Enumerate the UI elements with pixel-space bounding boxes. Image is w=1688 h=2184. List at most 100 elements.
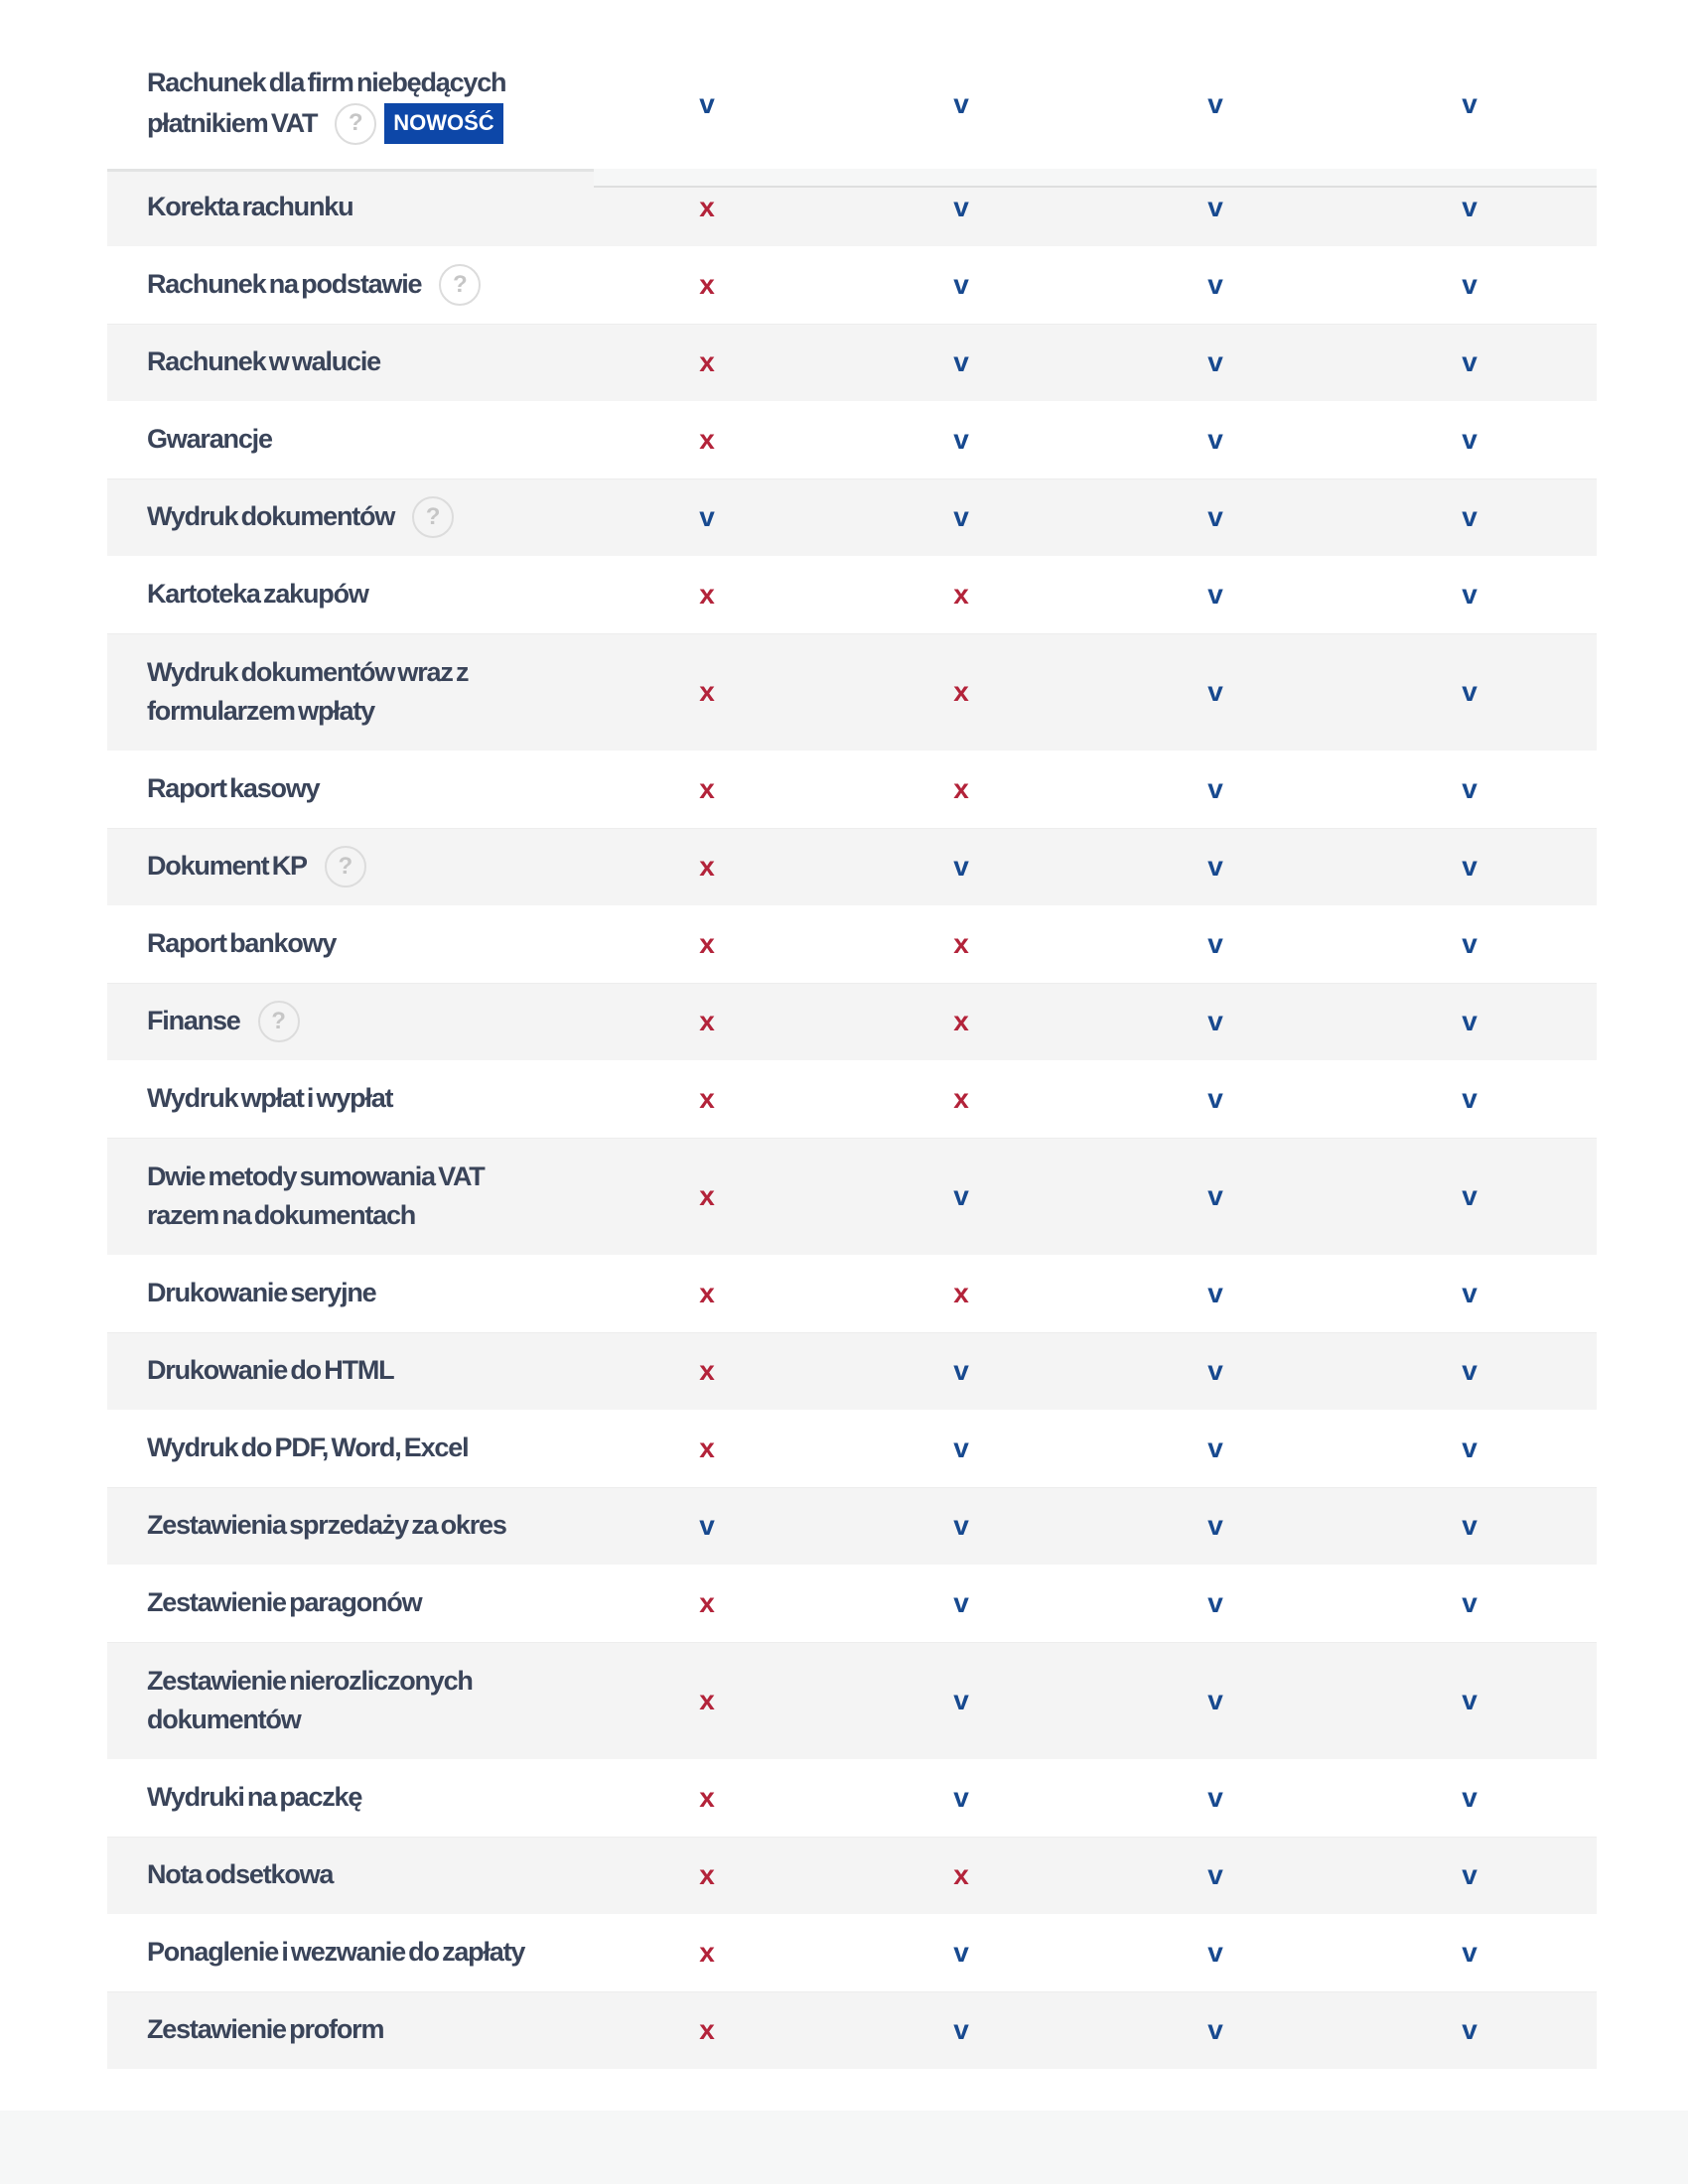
feature-label-text: Gwarancje bbox=[147, 424, 273, 455]
check-mark: v bbox=[1462, 1083, 1477, 1114]
help-icon[interactable]: ? bbox=[439, 264, 482, 306]
feature-label-text: Kartoteka zakupów bbox=[147, 579, 369, 610]
check-mark: v bbox=[1462, 1180, 1477, 1211]
check-mark: v bbox=[699, 88, 715, 119]
feature-label-text: Zestawienie proform bbox=[147, 2014, 384, 2045]
table-row: Rachunek w walucie x v v v bbox=[107, 324, 1597, 401]
feature-label-text: Wydruk wpłat i wypłat bbox=[147, 1083, 394, 1114]
table-row: Dwie metody sumowania VAT razem na dokume… bbox=[107, 1138, 1597, 1255]
feature-label-text: Wydruki na paczkę bbox=[147, 1782, 362, 1813]
feature-label: Finanse? bbox=[147, 1001, 580, 1042]
help-icon[interactable]: ? bbox=[257, 1001, 300, 1042]
help-icon[interactable]: ? bbox=[324, 846, 366, 887]
check-mark: v bbox=[1207, 773, 1223, 804]
table-row: Drukowanie seryjne x x v v bbox=[107, 1255, 1597, 1332]
help-icon[interactable]: ? bbox=[335, 102, 377, 145]
row-divider-bar bbox=[107, 169, 594, 172]
availability-mark-cell: v bbox=[1342, 773, 1597, 805]
feature-label-cell: Kartoteka zakupów bbox=[107, 575, 580, 614]
check-mark: v bbox=[1207, 1859, 1223, 1890]
check-mark: v bbox=[953, 1433, 969, 1463]
feature-label-line: Dokument KP? bbox=[147, 846, 580, 887]
feature-label: Rachunek dla firm niebędących płatnikiem … bbox=[147, 64, 580, 145]
availability-mark-cell: v bbox=[1088, 192, 1342, 223]
feature-label: Rachunek w walucie bbox=[147, 342, 580, 381]
feature-label-text: Wydruk dokumentów bbox=[147, 501, 395, 532]
check-mark: v bbox=[953, 88, 969, 119]
availability-mark-cell: x bbox=[580, 269, 834, 301]
availability-mark-cell: v bbox=[834, 1180, 1088, 1212]
feature-comparison-table: Rachunek dla firm niebędących płatnikiem … bbox=[107, 40, 1597, 2069]
availability-mark-cell: v bbox=[1342, 1937, 1597, 1969]
feature-label-line: Wydruki na paczkę bbox=[147, 1778, 580, 1817]
feature-label-cell: Zestawienie proform bbox=[107, 2010, 580, 2049]
check-mark: v bbox=[1207, 676, 1223, 707]
availability-mark-cell: v bbox=[1088, 346, 1342, 378]
availability-mark-cell: v bbox=[1088, 773, 1342, 805]
availability-mark-cell: v bbox=[1088, 424, 1342, 456]
table-row: Gwarancje x v v v bbox=[107, 401, 1597, 478]
feature-label-cell: Dwie metody sumowania VAT razem na dokume… bbox=[107, 1158, 580, 1235]
check-mark: v bbox=[953, 1937, 969, 1968]
availability-mark-cell: x bbox=[580, 1006, 834, 1037]
availability-mark-cell: v bbox=[1088, 1278, 1342, 1309]
check-mark: v bbox=[953, 1782, 969, 1813]
table-row: Rachunek dla firm niebędących płatnikiem … bbox=[107, 40, 1597, 169]
feature-label-text: Zestawienie nierozliczonych bbox=[147, 1665, 474, 1696]
check-mark: v bbox=[1207, 1433, 1223, 1463]
availability-mark-cell: v bbox=[1342, 1587, 1597, 1619]
availability-mark-cell: x bbox=[834, 676, 1088, 708]
availability-mark-cell: x bbox=[580, 192, 834, 223]
table-row: Zestawienie proform x v v v bbox=[107, 1991, 1597, 2069]
feature-label-text: Dwie metody sumowania VAT bbox=[147, 1160, 486, 1191]
feature-label-cell: Drukowanie do HTML bbox=[107, 1351, 580, 1390]
cross-mark: x bbox=[699, 676, 715, 707]
feature-label-cell: Rachunek dla firm niebędących płatnikiem … bbox=[107, 64, 580, 145]
cross-mark: x bbox=[699, 192, 715, 222]
check-mark: v bbox=[1462, 928, 1477, 959]
check-mark: v bbox=[953, 192, 969, 222]
availability-mark-cell: x bbox=[580, 1278, 834, 1309]
feature-label: Wydruk do PDF, Word, Excel bbox=[147, 1429, 580, 1467]
check-mark: v bbox=[1207, 1685, 1223, 1715]
feature-label-line: Dwie metody sumowania VAT bbox=[147, 1158, 580, 1196]
check-mark: v bbox=[1207, 269, 1223, 300]
help-icon[interactable]: ? bbox=[412, 496, 455, 538]
feature-label-line: Rachunek na podstawie? bbox=[147, 264, 580, 306]
availability-mark-cell: v bbox=[834, 851, 1088, 883]
availability-mark-cell: v bbox=[1088, 1937, 1342, 1969]
availability-mark-cell: v bbox=[1088, 851, 1342, 883]
table-row: Kartoteka zakupów x x v v bbox=[107, 556, 1597, 633]
availability-mark-cell: v bbox=[1342, 676, 1597, 708]
cross-mark: x bbox=[699, 1685, 715, 1715]
availability-mark-cell: v bbox=[834, 501, 1088, 533]
feature-label-line: razem na dokumentach bbox=[147, 1196, 580, 1235]
check-mark: v bbox=[1207, 851, 1223, 882]
feature-label-text: Rachunek dla firm niebędących bbox=[147, 68, 507, 98]
availability-mark-cell: v bbox=[580, 1510, 834, 1542]
availability-mark-cell: v bbox=[1342, 1510, 1597, 1542]
cross-mark: x bbox=[699, 1937, 715, 1968]
feature-label: Drukowanie seryjne bbox=[147, 1274, 580, 1312]
availability-mark-cell: v bbox=[1342, 269, 1597, 301]
availability-mark-cell: v bbox=[834, 192, 1088, 223]
availability-mark-cell: v bbox=[1342, 88, 1597, 120]
feature-label-text: Wydruk do PDF, Word, Excel bbox=[147, 1433, 470, 1463]
feature-label-text: Raport kasowy bbox=[147, 773, 321, 804]
feature-label-line: Korekta rachunku bbox=[147, 188, 580, 226]
feature-label-line: formularzem wpłaty bbox=[147, 692, 580, 731]
table-row: Wydruk dokumentów? v v v v bbox=[107, 478, 1597, 556]
availability-mark-cell: x bbox=[580, 346, 834, 378]
check-mark: v bbox=[1462, 1685, 1477, 1715]
availability-mark-cell: x bbox=[580, 1685, 834, 1716]
feature-label-cell: Rachunek w walucie bbox=[107, 342, 580, 381]
feature-label-text: Raport bankowy bbox=[147, 928, 337, 959]
feature-label-cell: Zestawienie paragonów bbox=[107, 1583, 580, 1622]
feature-label-cell: Drukowanie seryjne bbox=[107, 1274, 580, 1312]
availability-mark-cell: v bbox=[1088, 1685, 1342, 1716]
feature-label: Zestawienia sprzedaży za okres bbox=[147, 1506, 580, 1545]
check-mark: v bbox=[1462, 501, 1477, 532]
check-mark: v bbox=[1207, 192, 1223, 222]
availability-mark-cell: v bbox=[834, 424, 1088, 456]
feature-label: Zestawienie proform bbox=[147, 2010, 580, 2049]
